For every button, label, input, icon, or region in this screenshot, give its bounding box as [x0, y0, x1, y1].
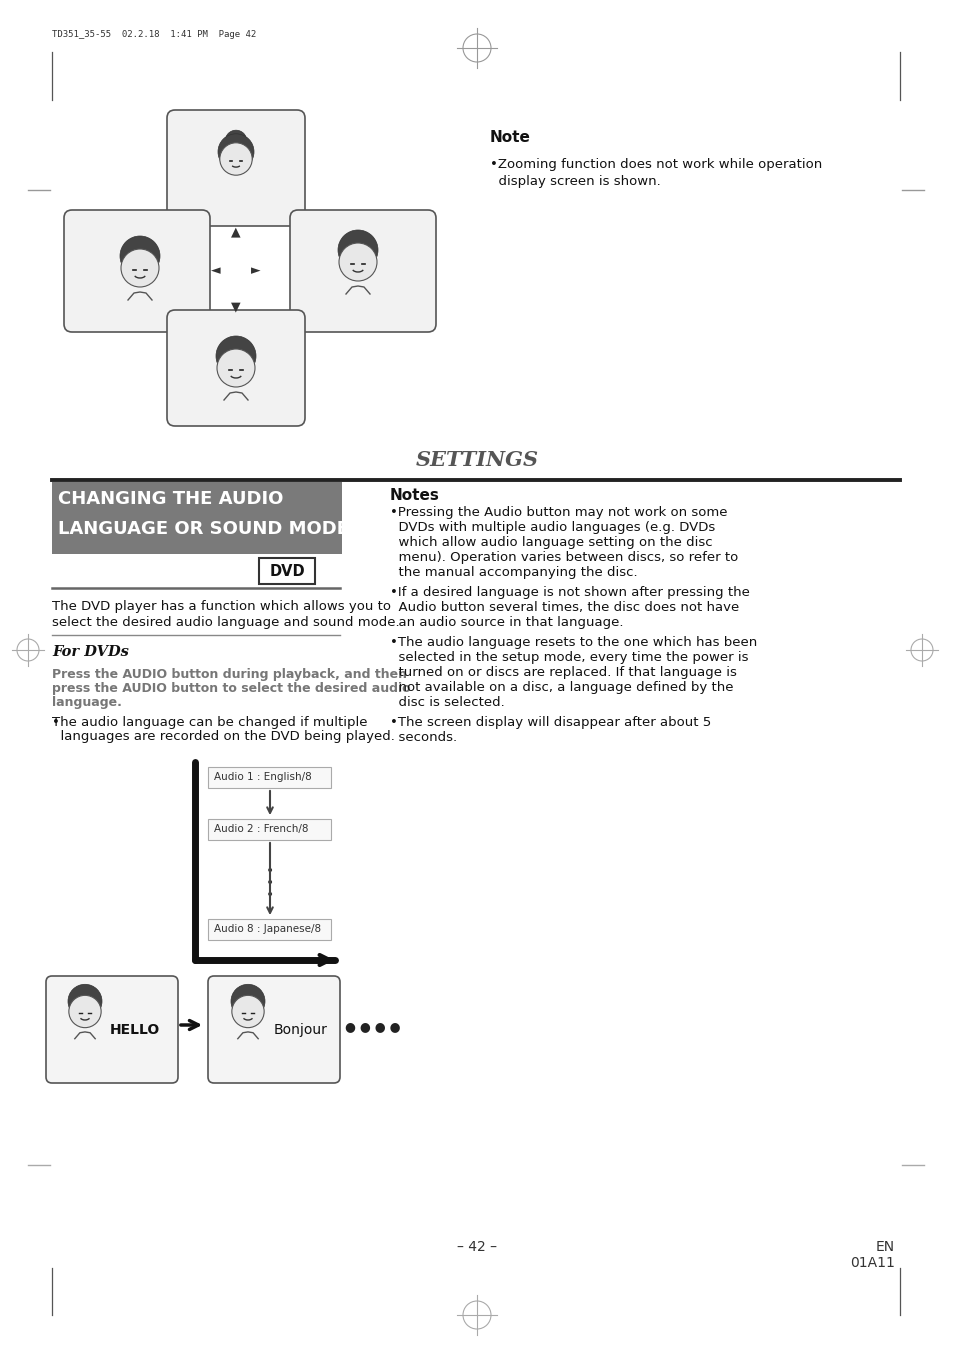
Text: Audio 8 : Japanese/8: Audio 8 : Japanese/8	[213, 924, 321, 934]
FancyBboxPatch shape	[167, 309, 305, 426]
Text: the manual accompanying the disc.: the manual accompanying the disc.	[390, 566, 637, 580]
Text: •Pressing the Audio button may not work on some: •Pressing the Audio button may not work …	[390, 507, 727, 519]
Text: not available on a disc, a language defined by the: not available on a disc, a language defi…	[390, 681, 733, 694]
Circle shape	[121, 249, 159, 286]
Text: •: •	[266, 888, 274, 902]
FancyBboxPatch shape	[64, 209, 210, 332]
FancyBboxPatch shape	[258, 558, 314, 584]
FancyBboxPatch shape	[167, 109, 305, 226]
Text: For DVDs: For DVDs	[52, 644, 129, 659]
Text: •If a desired language is not shown after pressing the: •If a desired language is not shown afte…	[390, 586, 749, 598]
Circle shape	[337, 230, 377, 270]
Circle shape	[215, 336, 255, 376]
Text: which allow audio language setting on the disc: which allow audio language setting on th…	[390, 536, 712, 549]
Text: select the desired audio language and sound mode.: select the desired audio language and so…	[52, 616, 399, 630]
Text: The DVD player has a function which allows you to: The DVD player has a function which allo…	[52, 600, 391, 613]
FancyBboxPatch shape	[209, 819, 331, 839]
Text: SETTINGS: SETTINGS	[415, 450, 538, 470]
FancyBboxPatch shape	[209, 919, 331, 939]
Circle shape	[216, 349, 254, 386]
Text: turned on or discs are replaced. If that language is: turned on or discs are replaced. If that…	[390, 666, 736, 680]
Text: languages are recorded on the DVD being played.: languages are recorded on the DVD being …	[52, 730, 395, 743]
Circle shape	[68, 985, 102, 1019]
Text: disc is selected.: disc is selected.	[390, 696, 504, 709]
Text: •: •	[266, 875, 274, 890]
Text: •: •	[52, 716, 60, 730]
Text: Audio button several times, the disc does not have: Audio button several times, the disc doe…	[390, 601, 739, 613]
Circle shape	[231, 985, 265, 1019]
Text: Press the AUDIO button during playback, and then: Press the AUDIO button during playback, …	[52, 667, 407, 681]
FancyBboxPatch shape	[208, 975, 339, 1084]
Circle shape	[69, 996, 101, 1028]
Text: Note: Note	[490, 130, 530, 145]
Text: DVD: DVD	[269, 563, 305, 580]
FancyBboxPatch shape	[209, 766, 331, 788]
Circle shape	[120, 236, 160, 276]
Text: Bonjour: Bonjour	[274, 1023, 328, 1038]
Text: The audio language can be changed if multiple: The audio language can be changed if mul…	[52, 716, 367, 730]
Text: ►: ►	[251, 265, 260, 277]
Circle shape	[225, 130, 247, 151]
Text: display screen is shown.: display screen is shown.	[490, 176, 660, 188]
Text: ◄: ◄	[211, 265, 220, 277]
Text: Audio 2 : French/8: Audio 2 : French/8	[213, 824, 308, 834]
Text: •The screen display will disappear after about 5: •The screen display will disappear after…	[390, 716, 711, 730]
Circle shape	[218, 134, 253, 170]
Circle shape	[232, 996, 264, 1028]
Circle shape	[219, 143, 252, 176]
Text: •: •	[266, 865, 274, 878]
Text: language.: language.	[52, 696, 122, 709]
Text: an audio source in that language.: an audio source in that language.	[390, 616, 623, 630]
Text: selected in the setup mode, every time the power is: selected in the setup mode, every time t…	[390, 651, 748, 663]
FancyBboxPatch shape	[52, 482, 341, 554]
Text: ● ● ● ●: ● ● ● ●	[345, 1020, 400, 1034]
FancyBboxPatch shape	[46, 975, 178, 1084]
Circle shape	[338, 243, 376, 281]
Text: CHANGING THE AUDIO: CHANGING THE AUDIO	[58, 490, 283, 508]
Text: •The audio language resets to the one which has been: •The audio language resets to the one wh…	[390, 636, 757, 648]
Text: DVDs with multiple audio languages (e.g. DVDs: DVDs with multiple audio languages (e.g.…	[390, 521, 715, 534]
Text: – 42 –: – 42 –	[456, 1240, 497, 1254]
Text: Notes: Notes	[390, 488, 439, 503]
Text: •Zooming function does not work while operation: •Zooming function does not work while op…	[490, 158, 821, 172]
Text: LANGUAGE OR SOUND MODE: LANGUAGE OR SOUND MODE	[58, 520, 349, 538]
Text: ▲: ▲	[231, 226, 240, 239]
FancyBboxPatch shape	[290, 209, 436, 332]
Text: HELLO: HELLO	[110, 1023, 160, 1038]
Text: seconds.: seconds.	[390, 731, 456, 744]
Text: press the AUDIO button to select the desired audio: press the AUDIO button to select the des…	[52, 682, 410, 694]
Text: 01A11: 01A11	[849, 1256, 894, 1270]
Text: EN: EN	[875, 1240, 894, 1254]
Text: TD351_35-55  02.2.18  1:41 PM  Page 42: TD351_35-55 02.2.18 1:41 PM Page 42	[52, 30, 256, 39]
Text: ▼: ▼	[231, 300, 240, 313]
Text: Audio 1 : English/8: Audio 1 : English/8	[213, 771, 312, 782]
Text: menu). Operation varies between discs, so refer to: menu). Operation varies between discs, s…	[390, 551, 738, 563]
